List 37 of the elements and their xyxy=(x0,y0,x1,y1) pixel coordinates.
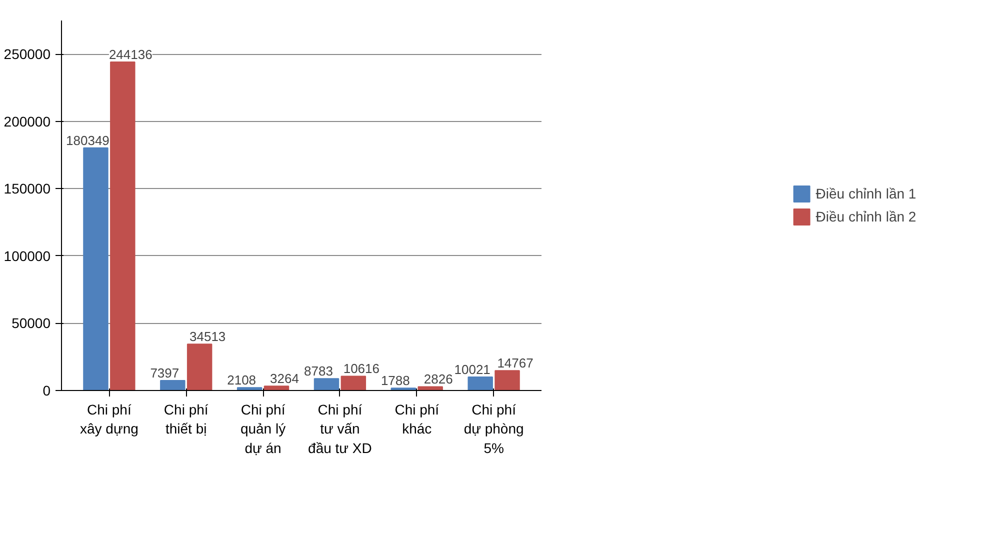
bar xyxy=(314,378,340,390)
x-tick-label: Chi phí quản lý dự án xyxy=(240,402,286,456)
x-tick-label: Chi phí tư vấn đầu tư XD xyxy=(308,402,372,456)
bar xyxy=(340,376,366,390)
y-tick-label: 100000 xyxy=(4,248,51,264)
data-label: 1788 xyxy=(380,373,410,388)
bar xyxy=(160,380,186,390)
bar xyxy=(418,386,443,390)
x-tick-label: Chi phí xây dựng xyxy=(80,402,138,437)
bar xyxy=(110,62,136,390)
data-label: 2108 xyxy=(227,372,256,388)
y-tick-label: 50000 xyxy=(12,315,51,332)
legend-label: Điều chỉnh lần 1 xyxy=(816,186,916,202)
data-label: 180349 xyxy=(66,132,110,148)
x-tick-label: Chi phí thiết bị xyxy=(164,402,208,437)
y-tick-label: 200000 xyxy=(4,113,51,130)
bar xyxy=(236,387,262,390)
y-tick-label: 150000 xyxy=(4,180,51,197)
data-label: 10021 xyxy=(454,362,490,378)
bar xyxy=(83,147,108,390)
x-tick-label: Chi phí dự phòng 5% xyxy=(464,402,524,456)
x-tick-label: Chi phí khác xyxy=(394,402,440,437)
data-label: 14767 xyxy=(497,356,534,371)
y-tick-label: 0 xyxy=(42,382,51,398)
bar xyxy=(186,344,212,390)
data-label: 2826 xyxy=(424,372,453,387)
bar xyxy=(264,386,290,390)
y-tick-label: 250000 xyxy=(4,46,51,62)
data-label: 244136 xyxy=(108,47,152,62)
data-label: 8783 xyxy=(304,364,333,379)
legend-label: Điều chỉnh lần 2 xyxy=(816,208,916,224)
data-label: 3264 xyxy=(270,371,299,386)
bar xyxy=(468,376,493,390)
data-label: 10616 xyxy=(343,361,380,376)
data-label: 34513 xyxy=(190,329,226,344)
data-label: 7397 xyxy=(150,366,180,381)
bar xyxy=(494,370,520,390)
